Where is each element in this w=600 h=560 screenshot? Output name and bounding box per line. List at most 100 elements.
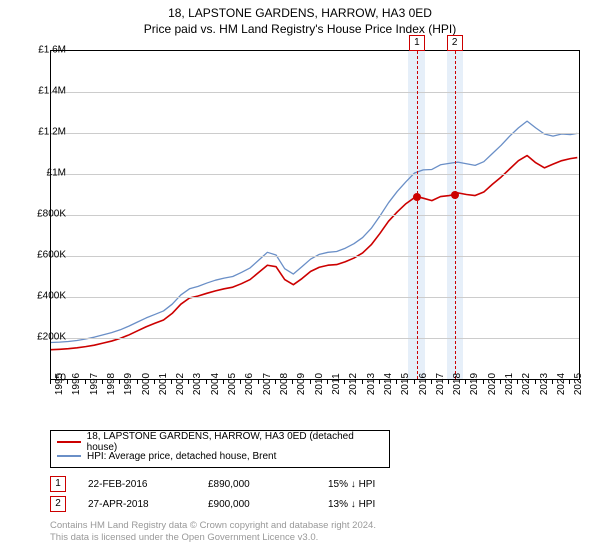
x-tick-label: 2003	[192, 373, 203, 395]
series-line-price_paid	[51, 156, 577, 350]
x-tick	[379, 380, 380, 384]
x-tick-label: 2023	[539, 373, 550, 395]
gridline	[51, 133, 579, 134]
x-tick	[85, 380, 86, 384]
x-tick-label: 1997	[89, 373, 100, 395]
x-tick-label: 2005	[227, 373, 238, 395]
x-tick-label: 1995	[54, 373, 65, 395]
sale-delta: 15% ↓ HPI	[328, 479, 448, 490]
x-tick	[396, 380, 397, 384]
x-tick	[535, 380, 536, 384]
sales-table: 1 22-FEB-2016 £890,000 15% ↓ HPI 2 27-AP…	[50, 474, 580, 514]
sale-marker-dot	[451, 191, 459, 199]
chart-plot-area: 12	[50, 50, 580, 380]
x-tick-label: 2022	[521, 373, 532, 395]
x-tick	[292, 380, 293, 384]
sale-marker-label: 2	[447, 35, 463, 51]
sale-date: 27-APR-2018	[88, 499, 208, 510]
x-tick-label: 2008	[279, 373, 290, 395]
y-tick-label: £200K	[22, 332, 66, 343]
x-tick-label: 2015	[400, 373, 411, 395]
x-tick	[362, 380, 363, 384]
x-tick-label: 2021	[504, 373, 515, 395]
gridline	[51, 215, 579, 216]
sale-delta: 13% ↓ HPI	[328, 499, 448, 510]
x-tick	[258, 380, 259, 384]
x-tick-label: 2012	[348, 373, 359, 395]
x-tick-label: 2007	[262, 373, 273, 395]
x-tick	[102, 380, 103, 384]
series-line-hpi_brent	[51, 121, 577, 342]
x-tick-label: 2025	[573, 373, 584, 395]
x-tick	[500, 380, 501, 384]
x-tick-label: 2001	[158, 373, 169, 395]
x-tick-label: 1999	[123, 373, 134, 395]
x-tick	[517, 380, 518, 384]
x-tick-label: 2013	[366, 373, 377, 395]
y-tick-label: £800K	[22, 209, 66, 220]
y-tick-label: £400K	[22, 291, 66, 302]
x-tick	[431, 380, 432, 384]
x-tick	[67, 380, 68, 384]
x-tick	[310, 380, 311, 384]
x-tick	[569, 380, 570, 384]
x-tick	[154, 380, 155, 384]
x-tick	[327, 380, 328, 384]
x-tick	[206, 380, 207, 384]
x-tick	[483, 380, 484, 384]
gridline	[51, 174, 579, 175]
x-tick-label: 1998	[106, 373, 117, 395]
x-tick	[465, 380, 466, 384]
gridline	[51, 297, 579, 298]
y-tick-label: £1M	[22, 168, 66, 179]
gridline	[51, 256, 579, 257]
x-tick-label: 2018	[452, 373, 463, 395]
x-tick-label: 2006	[244, 373, 255, 395]
sale-marker-box: 2	[50, 496, 66, 512]
legend-row: 18, LAPSTONE GARDENS, HARROW, HA3 0ED (d…	[57, 435, 383, 449]
x-tick-label: 1996	[71, 373, 82, 395]
legend-swatch	[57, 441, 81, 443]
legend-label: HPI: Average price, detached house, Bren…	[87, 451, 276, 462]
chart-title-address: 18, LAPSTONE GARDENS, HARROW, HA3 0ED	[0, 6, 600, 20]
sale-marker-dot	[413, 193, 421, 201]
x-tick	[344, 380, 345, 384]
chart-legend: 18, LAPSTONE GARDENS, HARROW, HA3 0ED (d…	[50, 430, 390, 468]
sale-vline	[455, 51, 456, 379]
x-tick-label: 2014	[383, 373, 394, 395]
chart-title-subtitle: Price paid vs. HM Land Registry's House …	[0, 22, 600, 36]
gridline	[51, 338, 579, 339]
x-tick	[552, 380, 553, 384]
x-tick-label: 2024	[556, 373, 567, 395]
sale-marker-box: 1	[50, 476, 66, 492]
y-tick-label: £1.6M	[22, 45, 66, 56]
legend-swatch	[57, 455, 81, 457]
x-tick	[275, 380, 276, 384]
x-tick	[240, 380, 241, 384]
x-tick-label: 2019	[469, 373, 480, 395]
x-tick	[137, 380, 138, 384]
x-tick-label: 2016	[418, 373, 429, 395]
x-tick	[119, 380, 120, 384]
x-tick-label: 2010	[314, 373, 325, 395]
chart-title-block: 18, LAPSTONE GARDENS, HARROW, HA3 0ED Pr…	[0, 0, 600, 36]
x-tick	[188, 380, 189, 384]
x-tick	[414, 380, 415, 384]
x-tick	[50, 380, 51, 384]
x-tick-label: 2004	[210, 373, 221, 395]
sale-marker-label: 1	[409, 35, 425, 51]
y-tick-label: £1.2M	[22, 127, 66, 138]
y-tick-label: £600K	[22, 250, 66, 261]
sale-price: £890,000	[208, 479, 328, 490]
gridline	[51, 92, 579, 93]
footer-license: This data is licensed under the Open Gov…	[50, 532, 580, 544]
x-tick-label: 2002	[175, 373, 186, 395]
footer-copyright: Contains HM Land Registry data © Crown c…	[50, 520, 580, 532]
chart-footer: Contains HM Land Registry data © Crown c…	[50, 520, 580, 545]
x-tick-label: 2017	[435, 373, 446, 395]
sales-row: 2 27-APR-2018 £900,000 13% ↓ HPI	[50, 494, 580, 514]
x-tick-label: 2011	[331, 373, 342, 395]
x-tick	[448, 380, 449, 384]
sale-vline	[417, 51, 418, 379]
sale-price: £900,000	[208, 499, 328, 510]
